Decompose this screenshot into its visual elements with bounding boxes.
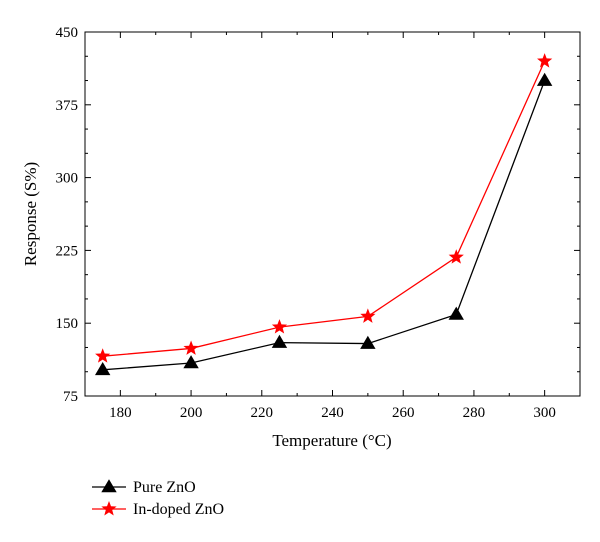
x-tick-label: 200 <box>180 405 203 421</box>
star-marker <box>360 308 376 323</box>
series-line <box>102 80 546 371</box>
triangle-marker <box>360 335 376 349</box>
triangle-marker <box>271 334 288 348</box>
star-marker <box>448 249 464 264</box>
star-marker <box>183 340 199 355</box>
star-marker <box>271 319 288 334</box>
markers <box>94 53 553 376</box>
x-axis-title: Temperature (°C) <box>272 431 391 450</box>
triangle-marker <box>183 355 199 369</box>
legend-label: Pure ZnO <box>133 479 196 496</box>
x-tick-label: 180 <box>109 405 132 421</box>
legend: Pure ZnO In-doped ZnO <box>92 479 224 518</box>
legend-label: In-doped ZnO <box>133 501 224 518</box>
triangle-marker <box>94 361 111 376</box>
triangle-marker <box>448 306 464 320</box>
y-tick-label: 150 <box>56 316 79 332</box>
star-marker <box>95 348 111 363</box>
plot-area <box>84 31 581 397</box>
x-tick-label: 220 <box>251 405 274 421</box>
series-lines <box>102 60 546 371</box>
star-marker <box>537 53 553 68</box>
y-tick-label: 450 <box>56 25 79 41</box>
x-tick-label: 260 <box>392 405 415 421</box>
legend-star-marker <box>101 501 117 516</box>
ticks: 180 200 220 240 260 280 300 75 150 225 300 375 450 <box>56 25 580 421</box>
x-tick-label: 300 <box>533 405 556 421</box>
legend-triangle-marker <box>101 479 117 493</box>
y-tick-label: 375 <box>56 98 79 114</box>
y-axis-title: Response (S%) <box>21 162 40 266</box>
triangle-marker <box>536 72 553 86</box>
series-line <box>102 60 546 357</box>
x-tick-label: 240 <box>321 405 344 421</box>
y-tick-label: 300 <box>56 171 79 187</box>
x-tick-label: 280 <box>463 405 486 421</box>
y-tick-label: 75 <box>63 389 78 405</box>
y-tick-label: 225 <box>56 243 79 259</box>
